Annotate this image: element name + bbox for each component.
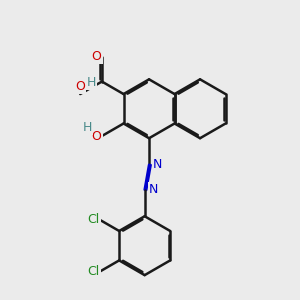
Text: Cl: Cl [87,213,100,226]
Text: H: H [87,76,96,89]
Text: H: H [82,121,92,134]
Text: O: O [92,130,101,142]
Text: O: O [75,80,85,93]
Text: Cl: Cl [87,265,100,278]
Text: N: N [153,158,163,171]
Text: O: O [92,50,101,63]
Text: N: N [149,183,158,196]
